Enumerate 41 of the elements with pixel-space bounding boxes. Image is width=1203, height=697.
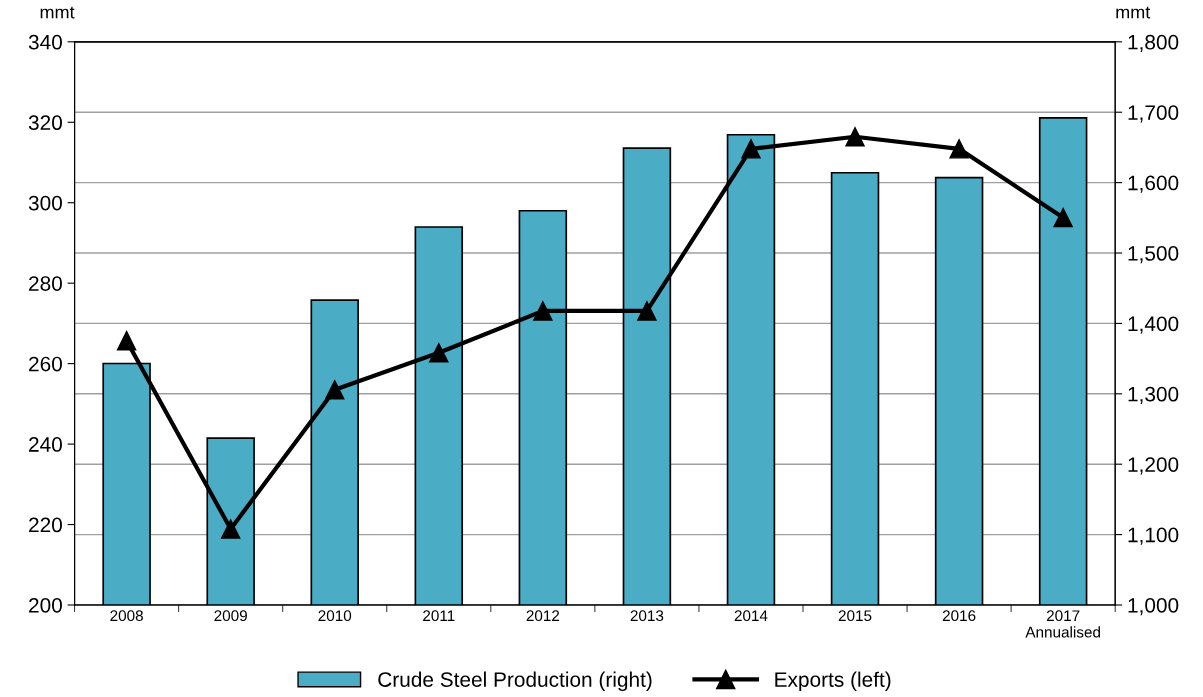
- point: [116, 330, 137, 351]
- point: [325, 380, 345, 400]
- y2-tick-label: 1,100: [1128, 527, 1179, 545]
- x-tick-label: 2017 Annualised: [1025, 610, 1100, 638]
- y-tick-label: 340: [28, 34, 62, 50]
- y-tick-label: 280: [29, 276, 62, 291]
- y2-tick-label: 1,000: [1128, 598, 1179, 616]
- x-tick-label: 2014: [734, 610, 768, 622]
- x-tick-label: 2012: [526, 610, 560, 622]
- y-axis-title: mmt: [40, 6, 75, 19]
- y2-tick-label: 1,200: [1128, 457, 1179, 475]
- point: [637, 301, 657, 321]
- point: [533, 301, 553, 321]
- y2-tick-label: 1,600: [1128, 175, 1179, 193]
- x-tick-label: 2008: [110, 610, 143, 622]
- y-tick-label: 320: [28, 115, 62, 131]
- point: [741, 139, 761, 159]
- y2-tick-label: 1,800: [1128, 34, 1179, 53]
- point: [429, 343, 449, 363]
- y-tick-label: 220: [29, 517, 62, 533]
- x-tick-label: 2011: [423, 610, 455, 622]
- x-tick-label: 2009: [214, 610, 247, 622]
- y-tick-label: 240: [29, 437, 62, 452]
- y-tick-label: 300: [28, 195, 62, 211]
- point: [220, 519, 241, 539]
- y2-tick-label: 1,700: [1128, 105, 1179, 123]
- y-tick-label: 260: [29, 356, 62, 372]
- legend-label: Crude Steel Production (right): [378, 671, 652, 692]
- x-tick-label: 2010: [318, 610, 352, 622]
- y-tick-label: 200: [29, 598, 62, 613]
- y2-tick-label: 1,300: [1128, 386, 1179, 405]
- legend-label: Exports (left): [775, 671, 891, 692]
- y2-axis-title: mmt: [1116, 6, 1151, 19]
- point: [949, 139, 969, 159]
- point: [845, 127, 865, 147]
- y2-tick-label: 1,500: [1128, 246, 1179, 264]
- x-tick-label: 2016: [942, 610, 976, 622]
- point: [1053, 207, 1073, 228]
- y2-tick-label: 1,400: [1128, 316, 1179, 334]
- x-tick-label: 2013: [630, 610, 664, 622]
- x-tick-label: 2015: [838, 610, 872, 622]
